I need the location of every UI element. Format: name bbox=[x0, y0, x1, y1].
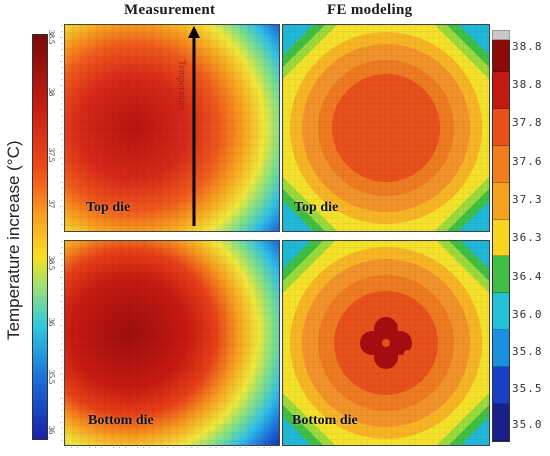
right-tick-1: 38.8 bbox=[512, 40, 543, 53]
colorbar-segment bbox=[493, 35, 509, 72]
fe-top-label: Top die bbox=[294, 200, 339, 215]
colorbar-segment bbox=[493, 256, 509, 294]
measurement-bottom-die-panel bbox=[64, 240, 280, 446]
colorbar-segment bbox=[493, 404, 509, 441]
left-tick-5: 38.5 bbox=[47, 256, 56, 270]
right-tick-5: 37.3 bbox=[512, 193, 543, 206]
colorbar-cap bbox=[492, 30, 510, 40]
right-tick-3: 37.8 bbox=[512, 116, 543, 129]
right-tick-2: 38.8 bbox=[512, 78, 543, 91]
colorbar-segment bbox=[493, 182, 509, 220]
colorbar-segment bbox=[493, 367, 509, 405]
left-colorbar bbox=[32, 34, 48, 440]
fe-top-contour bbox=[283, 25, 489, 231]
measurement-top-die-panel bbox=[64, 24, 280, 232]
right-colorbar bbox=[492, 34, 510, 442]
right-tick-4: 37.6 bbox=[512, 155, 543, 168]
meas-bottom-label: Bottom die bbox=[88, 413, 154, 428]
y-axis-label: Temperature increase (°C) bbox=[4, 140, 23, 340]
measurement-top-heatmap bbox=[65, 25, 279, 231]
right-tick-8: 36.0 bbox=[512, 308, 543, 321]
colorbar-segment bbox=[493, 145, 509, 183]
left-tick-2: 38 bbox=[47, 88, 56, 96]
left-tick-7: 35.5 bbox=[47, 370, 56, 384]
measurement-header: Measurement bbox=[124, 2, 216, 18]
left-tick-8: 36 bbox=[47, 426, 56, 434]
right-tick-7: 36.4 bbox=[512, 270, 543, 283]
right-tick-11: 35.0 bbox=[512, 418, 543, 431]
arrow-up-icon bbox=[188, 26, 200, 226]
fe-bottom-die-panel bbox=[282, 240, 490, 446]
colorbar-segment bbox=[493, 108, 509, 146]
fe-bottom-label: Bottom die bbox=[292, 413, 358, 428]
left-tick-6: 36 bbox=[47, 318, 56, 326]
fe-modeling-header: FE modeling bbox=[327, 2, 413, 18]
right-tick-9: 35.8 bbox=[512, 345, 543, 358]
right-tick-6: 36.3 bbox=[512, 231, 543, 244]
colorbar-segment bbox=[493, 293, 509, 331]
measurement-bottom-heatmap bbox=[65, 241, 279, 445]
meas-bottom-left-scale: · · : · · · : · · · : · · · : · · · : · … bbox=[58, 240, 64, 446]
arrow-label: Temperature bbox=[176, 60, 187, 111]
right-tick-10: 35.5 bbox=[512, 382, 543, 395]
left-tick-1: 38.5 bbox=[47, 30, 56, 44]
meas-top-label: Top die bbox=[86, 200, 131, 215]
colorbar-segment bbox=[493, 219, 509, 257]
left-tick-3: 37.5 bbox=[47, 148, 56, 162]
fe-top-die-panel bbox=[282, 24, 490, 232]
left-tick-4: 37 bbox=[47, 200, 56, 208]
colorbar-segment bbox=[493, 71, 509, 109]
colorbar-segment bbox=[493, 330, 509, 368]
meas-top-left-scale: · · : · · · : · · · : · · · : · · · : · … bbox=[58, 24, 64, 230]
meas-bottom-axis-scale: . : . · . : . · . : . · . : . · . : . · … bbox=[64, 444, 278, 450]
fe-bottom-contour bbox=[283, 241, 489, 445]
